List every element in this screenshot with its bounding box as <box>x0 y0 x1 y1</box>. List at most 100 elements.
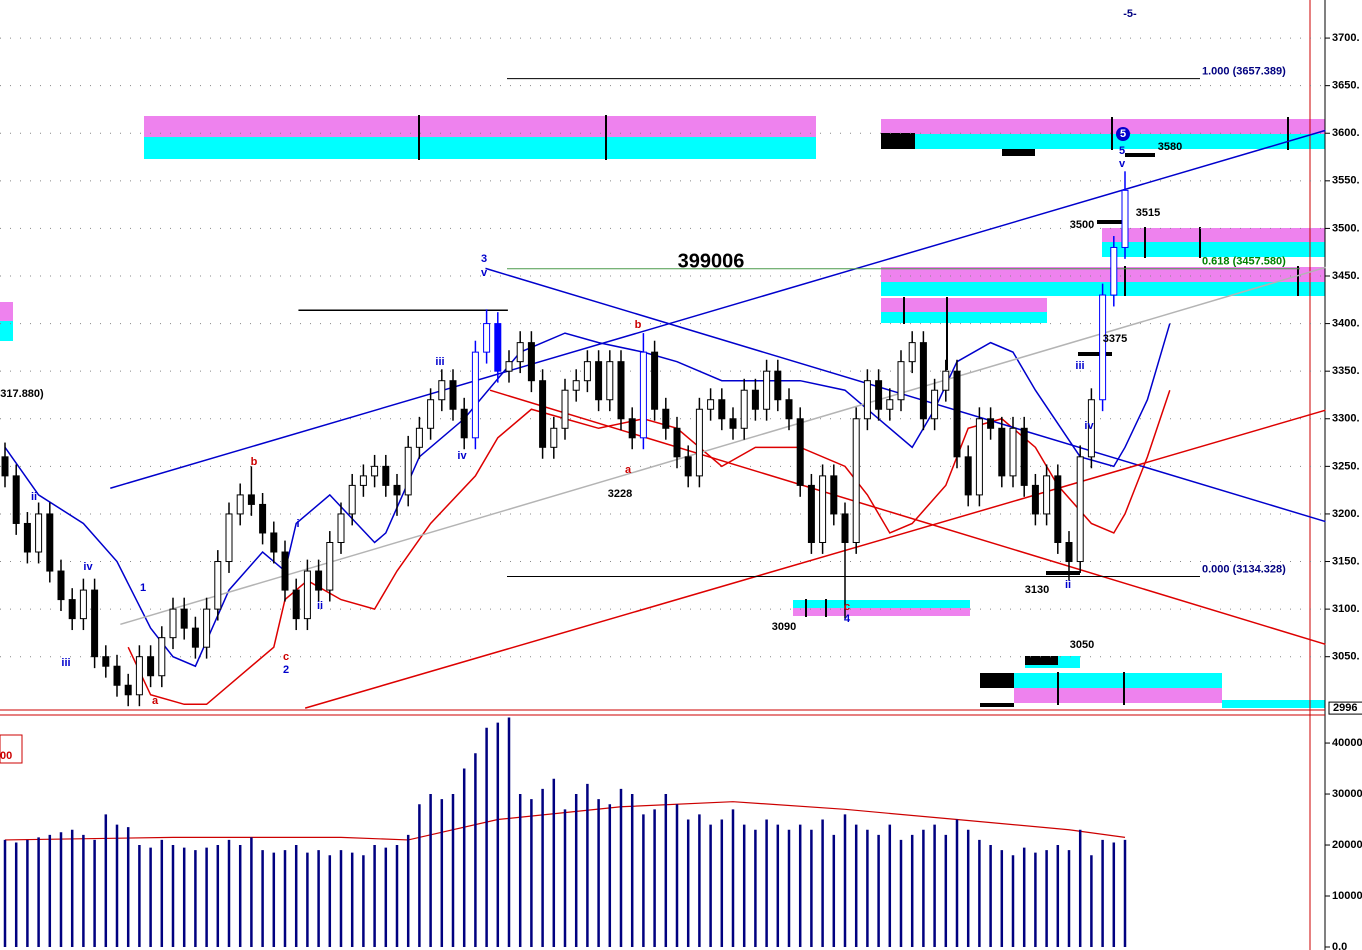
zone <box>793 600 970 608</box>
candle-body <box>23 522 31 553</box>
fib-label: 1.000 (3657.389) <box>1202 66 1286 78</box>
candle-body <box>1087 399 1095 458</box>
candle-body <box>247 494 255 505</box>
candle-body <box>606 361 614 401</box>
candle-body <box>628 418 636 439</box>
candle-body <box>998 427 1006 477</box>
y-tick-label: 3650. <box>1332 80 1360 92</box>
zone <box>144 137 816 159</box>
zones <box>0 115 1325 708</box>
candle-body <box>438 380 446 401</box>
candle-body <box>337 513 345 543</box>
candle-body <box>326 541 334 591</box>
volume-label: 00 <box>0 750 12 762</box>
zone <box>1102 228 1325 242</box>
candle-body <box>819 475 827 543</box>
candle-body <box>852 418 860 543</box>
candle-body <box>1031 484 1039 515</box>
candle-body <box>662 408 670 429</box>
candle-body <box>91 589 99 658</box>
annotation: iii <box>61 657 70 669</box>
candle-body <box>1020 427 1028 486</box>
candle-body <box>68 599 76 620</box>
candle-body <box>225 513 233 563</box>
annotation: 3130 <box>1025 584 1049 596</box>
zone <box>144 116 816 137</box>
axis-layer: 3050. 3100. 3150. 3200. 3250. 3300. 3350. 3400.… <box>1325 32 1362 950</box>
overlay-line <box>304 409 1326 709</box>
zone <box>0 321 13 341</box>
volume-label-box <box>0 734 23 764</box>
zone-block <box>980 703 1014 707</box>
y-tick-label: 30000 <box>1332 788 1362 800</box>
wave-circle <box>1116 127 1130 141</box>
y-tick-label: 0.0 <box>1332 941 1347 950</box>
candle-body <box>1099 294 1107 401</box>
zone-block <box>980 673 1014 688</box>
annotation: a <box>152 695 159 707</box>
annotation: 3050 <box>1070 639 1094 651</box>
candle-body <box>785 399 793 420</box>
y-tick-label: 3400. <box>1332 317 1360 329</box>
overlay-line <box>485 267 1326 523</box>
candle-body <box>259 503 267 534</box>
annotation: ii <box>317 600 323 612</box>
candle-body <box>729 418 737 429</box>
annotation: 2 <box>283 664 289 676</box>
candle-body <box>102 656 110 667</box>
zone <box>915 134 1325 149</box>
annotation: iii <box>435 356 444 368</box>
annotation: 399006 <box>678 250 745 272</box>
overlay-line <box>4 323 1171 668</box>
annotation: 3515 <box>1136 207 1160 219</box>
candles-layer <box>1 171 1129 947</box>
annotation: 5 <box>1119 145 1125 157</box>
candle-body <box>505 361 513 372</box>
candle-body <box>203 608 211 648</box>
candle-body <box>1043 475 1051 515</box>
candle-body <box>79 589 87 620</box>
candle-body <box>651 351 659 410</box>
candle-body <box>684 456 692 477</box>
candle-body <box>35 513 43 553</box>
y-tick-label: 3700. <box>1332 32 1360 44</box>
annotation: 3580 <box>1158 141 1182 153</box>
zone <box>0 302 13 321</box>
candle-body <box>639 351 647 439</box>
candle-body <box>707 399 715 410</box>
candle-body <box>404 446 412 496</box>
candle-body <box>180 608 188 629</box>
candle-body <box>1110 246 1118 296</box>
candle-body <box>46 513 54 572</box>
candle-body <box>494 323 502 372</box>
zone <box>1014 673 1222 688</box>
zone <box>881 298 1047 312</box>
zone-block <box>881 133 915 149</box>
candle-body <box>147 656 155 677</box>
candle-body <box>561 389 569 429</box>
candle-body <box>695 408 703 477</box>
candle-body <box>919 342 927 420</box>
candle-body <box>315 570 323 591</box>
zone <box>881 119 1325 134</box>
candle-body <box>236 494 244 515</box>
candle-body <box>169 608 177 639</box>
zone <box>1102 242 1325 257</box>
overlay-line <box>120 266 1326 626</box>
zone-block <box>1002 149 1035 156</box>
candle-body <box>863 380 871 420</box>
annotation: 3228 <box>608 488 632 500</box>
candle-body <box>763 370 771 410</box>
annotation: 1 <box>140 582 146 594</box>
zone <box>881 312 1047 323</box>
candle-body <box>583 361 591 382</box>
candle-body <box>124 684 132 696</box>
y-tick-label: 3550. <box>1332 175 1360 187</box>
candle-body <box>751 389 759 410</box>
candle-body <box>135 656 143 696</box>
fib-label: 0.618 (3457.580) <box>1202 256 1286 268</box>
candle-body <box>550 427 558 448</box>
annotation: v <box>481 267 488 279</box>
